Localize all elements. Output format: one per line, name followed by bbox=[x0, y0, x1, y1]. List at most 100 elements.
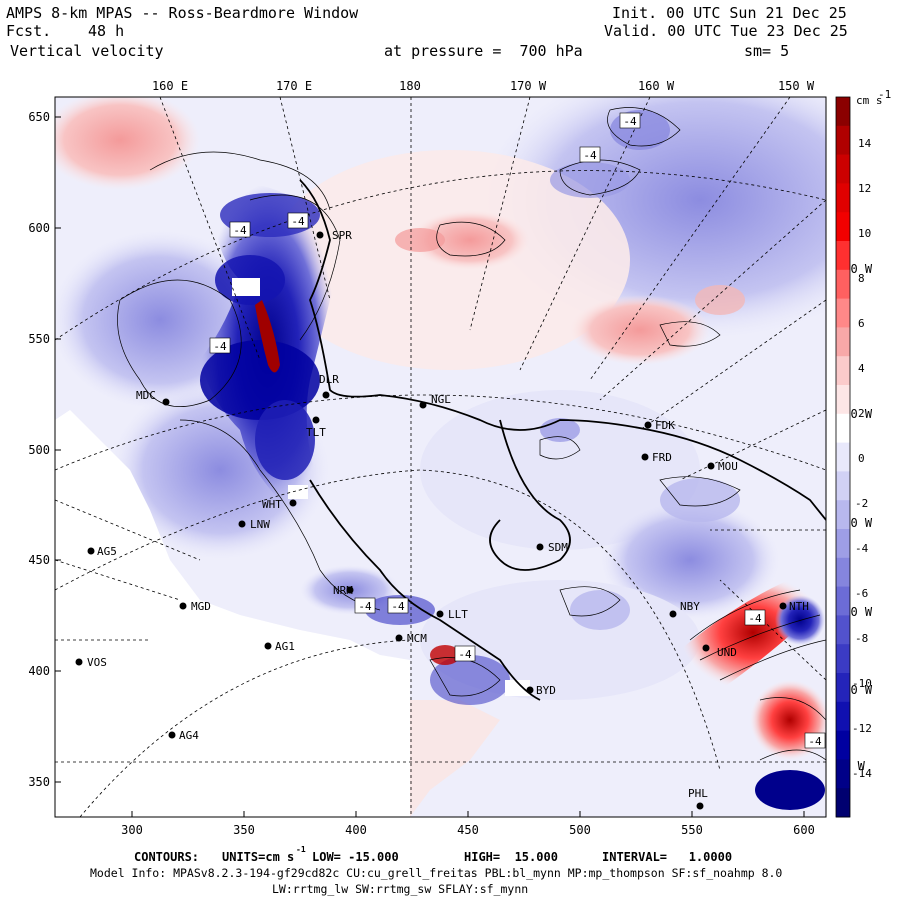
colorbar bbox=[836, 97, 850, 818]
svg-text:FDK: FDK bbox=[655, 419, 675, 432]
station: BYD bbox=[526, 684, 556, 697]
colorbar-swatch bbox=[836, 385, 850, 415]
station: LLT bbox=[436, 608, 468, 621]
pale-red-south bbox=[410, 700, 500, 817]
no-data-region bbox=[55, 410, 410, 817]
colorbar-swatch bbox=[836, 500, 850, 530]
plot-area bbox=[55, 97, 826, 817]
contour-label: -4 bbox=[387, 597, 409, 614]
svg-text:-4: -4 bbox=[458, 648, 472, 661]
coastline bbox=[299, 179, 826, 701]
station: WHT bbox=[262, 498, 297, 511]
svg-text:MDC: MDC bbox=[136, 389, 156, 402]
station: NBY bbox=[669, 600, 700, 618]
svg-text:MOU: MOU bbox=[718, 460, 738, 473]
lon-label: 160 E bbox=[152, 79, 188, 93]
svg-text:SPR: SPR bbox=[332, 229, 352, 242]
colorbar-tick: 4 bbox=[858, 362, 865, 375]
station: NTH bbox=[779, 600, 809, 613]
y-tick-label: 350 bbox=[28, 775, 50, 789]
svg-text:-4: -4 bbox=[358, 600, 372, 613]
footer-units: UNITS=cm s bbox=[222, 850, 295, 864]
svg-text:MCM: MCM bbox=[407, 632, 427, 645]
contour-label: -4 bbox=[804, 732, 826, 749]
field-name: Vertical velocity bbox=[10, 42, 164, 60]
smoothing: sm= 5 bbox=[744, 42, 790, 60]
x-tick-label: 400 bbox=[345, 823, 367, 837]
stations: MDC NGL FDK FRD MOU SDM AG5 LNW MGD AG1 … bbox=[75, 229, 809, 810]
footer-model-info: Model Info: MPASv8.2.3-194-gf29cd82c CU:… bbox=[90, 866, 783, 880]
contour-label: -4 bbox=[209, 337, 231, 354]
station: TLT bbox=[306, 416, 326, 439]
svg-text:MGD: MGD bbox=[191, 600, 211, 613]
longitude-labels-top: 160 E 170 E 180 170 W 160 W 150 W bbox=[152, 79, 815, 93]
svg-text:-4: -4 bbox=[808, 735, 822, 748]
svg-text:WHT: WHT bbox=[262, 498, 282, 511]
colorbar-tick: 12 bbox=[858, 182, 871, 195]
se-ascent-core bbox=[755, 770, 825, 810]
colorbar-tick: 0 bbox=[858, 452, 865, 465]
colorbar-units: cm s bbox=[856, 94, 883, 107]
colorbar-swatch bbox=[836, 529, 850, 559]
svg-text:DLR: DLR bbox=[319, 373, 339, 386]
colorbar-swatch bbox=[836, 701, 850, 732]
svg-text:NTH: NTH bbox=[789, 600, 809, 613]
colorbar-tick: 10 bbox=[858, 227, 871, 240]
small-blob bbox=[660, 478, 740, 522]
footer-contours: CONTOURS: bbox=[134, 850, 200, 864]
y-tick-label: 650 bbox=[28, 110, 50, 124]
lon-label: 170 W bbox=[510, 79, 547, 93]
contour-lines bbox=[117, 107, 826, 761]
colorbar-swatch bbox=[836, 183, 850, 213]
colorbar-swatch bbox=[836, 557, 850, 588]
colorbar-tick: -6 bbox=[855, 587, 868, 600]
svg-text:PHL: PHL bbox=[688, 787, 708, 800]
svg-text:BYD: BYD bbox=[536, 684, 556, 697]
small-blob bbox=[695, 285, 745, 315]
colorbar-swatch bbox=[836, 212, 850, 242]
colorbar-swatch bbox=[836, 759, 850, 789]
station: AG5 bbox=[87, 545, 117, 558]
colorbar-swatch bbox=[836, 97, 850, 127]
contour-label: -4 bbox=[744, 609, 766, 626]
svg-text:AG1: AG1 bbox=[275, 640, 295, 653]
colorbar-tick-labels: 14 12 10 8 6 4 2 0 -2 -4 -6 -8 -10 -12 -… bbox=[852, 137, 872, 780]
station: MCM bbox=[395, 632, 427, 645]
footer-model-info-2: LW:rrtmg_lw SW:rrtmg_sw SFLAY:sf_mynn bbox=[272, 882, 529, 896]
y-tick-label: 600 bbox=[28, 221, 50, 235]
coastal-descent-1 bbox=[430, 645, 460, 665]
pressure-level: at pressure = 700 hPa bbox=[384, 42, 583, 60]
svg-text:-4: -4 bbox=[233, 224, 247, 237]
footer-units-exp: -1 bbox=[296, 845, 306, 854]
no-data-patch bbox=[232, 278, 260, 296]
svg-text:LNW: LNW bbox=[250, 518, 270, 531]
ascent-core bbox=[200, 340, 320, 420]
svg-text:NGL: NGL bbox=[431, 393, 451, 406]
ascent-core-south bbox=[255, 400, 315, 480]
svg-text:UND: UND bbox=[717, 646, 737, 659]
station: LNW bbox=[238, 518, 270, 531]
small-blob bbox=[570, 590, 630, 630]
y-tick-label: 550 bbox=[28, 332, 50, 346]
axis-ticks bbox=[55, 116, 805, 817]
colorbar-swatch bbox=[836, 673, 850, 703]
colorbar-tick: -14 bbox=[852, 767, 872, 780]
y-tick-label: 500 bbox=[28, 443, 50, 457]
svg-text:VOS: VOS bbox=[87, 656, 107, 669]
colorbar-swatch bbox=[836, 269, 850, 300]
x-tick-label: 600 bbox=[793, 823, 815, 837]
forecast-label: Fcst. bbox=[6, 22, 52, 40]
ice-shelf-area bbox=[420, 390, 700, 550]
small-blob bbox=[395, 228, 445, 252]
svg-text:-4: -4 bbox=[583, 149, 597, 162]
colorbar-frame bbox=[835, 96, 851, 818]
colorbar-tick: 14 bbox=[858, 137, 872, 150]
red-patch-ne bbox=[570, 295, 710, 365]
x-tick-label: 350 bbox=[233, 823, 255, 837]
colorbar-tick: -4 bbox=[855, 542, 869, 555]
init-time: Init. 00 UTC Sun 21 Dec 25 bbox=[612, 4, 847, 22]
svg-text:TLT: TLT bbox=[306, 426, 326, 439]
svg-text:LLT: LLT bbox=[448, 608, 468, 621]
station: SPR bbox=[316, 229, 352, 242]
colorbar-swatch bbox=[836, 586, 850, 616]
